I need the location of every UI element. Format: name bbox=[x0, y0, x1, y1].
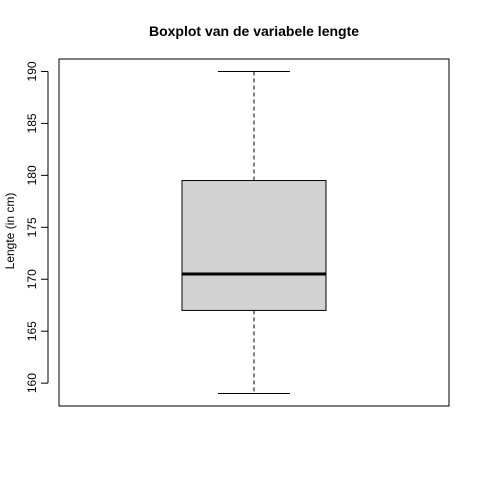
box-group bbox=[181, 70, 327, 395]
chart-title: Boxplot van de variabele lengte bbox=[149, 23, 359, 39]
y-tick-label: 190 bbox=[25, 61, 39, 81]
y-tick-label: 170 bbox=[25, 269, 39, 289]
plot-frame bbox=[58, 58, 450, 407]
y-tick-label: 175 bbox=[25, 217, 39, 237]
y-tick-label: 160 bbox=[25, 373, 39, 393]
y-tick-label: 165 bbox=[25, 321, 39, 341]
y-axis: 160 165 170 175 180 185 190 bbox=[25, 61, 49, 393]
y-tick-label: 180 bbox=[25, 165, 39, 185]
y-axis-label: Lengte (in cm) bbox=[3, 193, 17, 270]
iqr-box bbox=[181, 180, 327, 311]
y-tick-label: 185 bbox=[25, 113, 39, 133]
